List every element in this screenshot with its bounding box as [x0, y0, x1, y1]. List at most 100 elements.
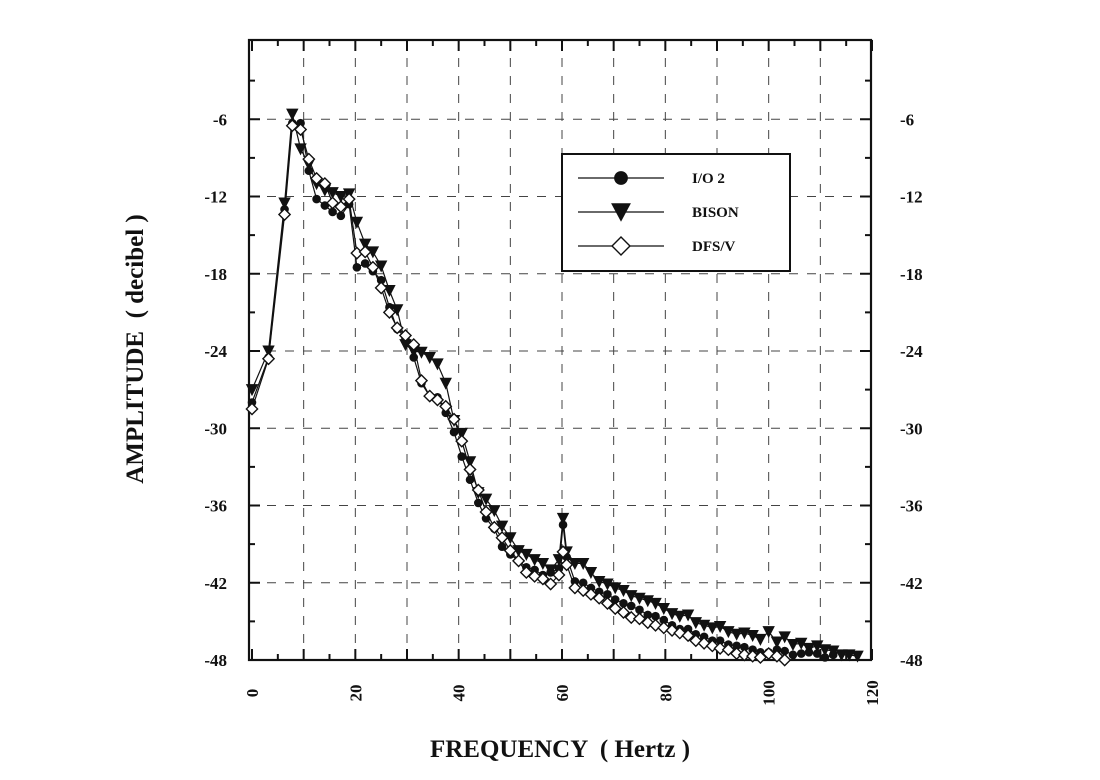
y-tick-label-left: -6	[213, 110, 227, 129]
data-point	[732, 641, 741, 651]
data-point	[762, 626, 775, 639]
y-tick-label-right: -48	[900, 651, 923, 670]
data-point	[737, 648, 751, 662]
data-point	[617, 584, 630, 597]
data-point	[835, 649, 848, 662]
data-point	[471, 483, 485, 497]
data-point	[641, 616, 655, 630]
data-point	[293, 122, 308, 137]
data-point	[780, 646, 789, 656]
data-point	[414, 374, 429, 388]
data-point	[673, 610, 687, 623]
data-point	[495, 520, 509, 533]
x-tick-label: 100	[760, 680, 779, 706]
data-point	[463, 462, 477, 477]
legend-label: DFS/V	[692, 239, 736, 255]
data-point	[592, 591, 606, 605]
data-point	[334, 200, 348, 214]
data-point	[626, 601, 636, 611]
data-point	[390, 304, 404, 317]
data-point	[326, 187, 339, 200]
legend-marker	[611, 203, 631, 222]
y-tick-label-right: -24	[900, 342, 923, 361]
data-point	[713, 621, 727, 634]
data-point	[312, 194, 321, 204]
data-point	[374, 281, 388, 295]
y-tick-label-left: -18	[204, 265, 227, 284]
data-point	[479, 493, 493, 506]
data-point	[635, 605, 644, 615]
data-point	[796, 649, 806, 658]
data-point	[302, 152, 316, 166]
legend-label: BISON	[692, 205, 739, 221]
data-point	[610, 595, 620, 604]
data-point	[568, 557, 582, 570]
data-point	[802, 642, 816, 655]
y-tick-label-right: -12	[900, 188, 923, 207]
data-point	[713, 641, 727, 656]
data-point	[600, 596, 615, 610]
data-point	[423, 351, 436, 364]
data-point	[487, 520, 501, 534]
data-point	[795, 637, 808, 650]
data-point	[334, 191, 348, 203]
data-point	[358, 245, 372, 259]
grid	[249, 40, 871, 660]
y-tick-label-right: -18	[900, 265, 923, 284]
data-point	[560, 558, 574, 572]
y-tick-label-left: -48	[204, 651, 227, 670]
data-point	[706, 622, 719, 635]
x-tick-label: 40	[450, 685, 469, 702]
data-point	[390, 321, 404, 335]
data-point	[649, 597, 662, 610]
data-point	[374, 260, 388, 273]
data-point	[286, 108, 299, 121]
data-point	[689, 634, 703, 648]
data-point	[474, 498, 483, 508]
data-point	[399, 339, 412, 352]
data-point	[576, 583, 590, 598]
data-point	[770, 649, 784, 663]
data-point	[730, 628, 743, 641]
x-tick-label: 80	[656, 685, 675, 702]
data-point	[746, 630, 759, 643]
data-point	[294, 143, 307, 156]
legend-entry: DFS/V	[578, 236, 736, 256]
tick-labels: -6 -6 -12 -12 -18 -18 -24 -24 -30 -30 -36 -36 -42 -42…	[204, 110, 923, 706]
y-tick-label-right: -6	[900, 110, 914, 129]
data-point	[648, 618, 663, 632]
data-point	[519, 565, 533, 580]
series-dfs-v	[245, 119, 792, 667]
data-point	[503, 543, 517, 558]
series-bison	[245, 108, 864, 663]
y-tick-label-left: -42	[204, 574, 227, 593]
data-point	[277, 207, 292, 222]
data-point	[328, 207, 337, 217]
data-point	[778, 631, 791, 644]
data-point	[318, 177, 332, 191]
legend-label: I/O 2	[692, 171, 725, 187]
data-point	[366, 260, 380, 274]
data-point	[673, 626, 687, 640]
data-point	[851, 650, 864, 663]
data-point	[601, 578, 614, 591]
data-point	[778, 653, 792, 667]
data-point	[740, 642, 749, 652]
x-tick-label: 20	[346, 685, 365, 702]
data-point	[544, 577, 558, 591]
data-point	[261, 352, 276, 366]
data-point	[536, 557, 550, 570]
y-tick-label-left: -24	[204, 342, 227, 361]
legend-marker	[611, 236, 631, 256]
data-point	[576, 557, 590, 570]
x-tick-label: 0	[243, 689, 262, 698]
data-point	[360, 259, 370, 268]
data-point	[398, 328, 413, 343]
data-point	[619, 599, 628, 608]
data-point	[382, 305, 397, 319]
y-tick-label-left: -36	[204, 497, 227, 516]
data-point	[584, 566, 598, 579]
data-point	[820, 653, 830, 662]
data-point	[536, 572, 550, 586]
